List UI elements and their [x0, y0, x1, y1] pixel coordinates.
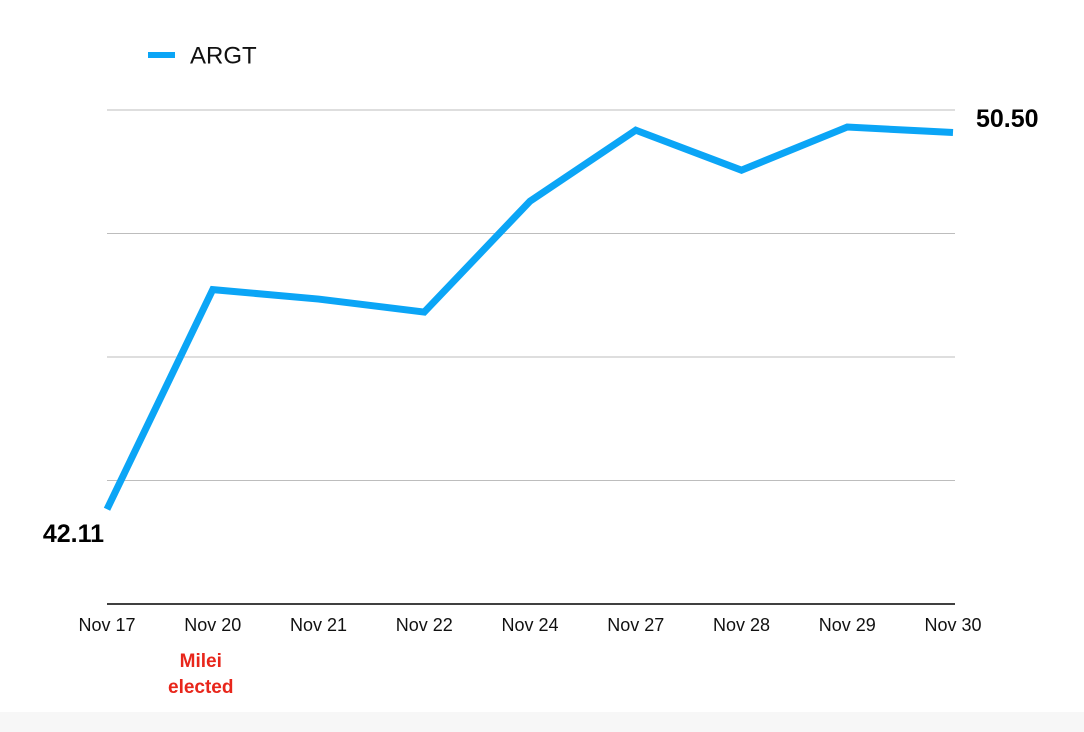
x-tick-label: Nov 28 [713, 615, 770, 635]
footer-strip [0, 712, 1084, 732]
value-label: 50.50 [976, 105, 1039, 133]
x-tick-label: Nov 20 [184, 615, 241, 635]
annotation: Milei [180, 651, 222, 672]
annotation: elected [168, 677, 233, 698]
x-tick-label: Nov 29 [819, 615, 876, 635]
x-tick-label: Nov 24 [501, 615, 558, 635]
x-tick-label: Nov 30 [924, 615, 981, 635]
line [103, 123, 954, 511]
value-label: 42.11 [43, 520, 104, 548]
legend-label: ARGT [190, 42, 257, 69]
x-tick-label: Nov 22 [396, 615, 453, 635]
x-tick-label: Nov 21 [290, 615, 347, 635]
x-tick-label: Nov 27 [607, 615, 664, 635]
x-tick-label: Nov 17 [78, 615, 135, 635]
